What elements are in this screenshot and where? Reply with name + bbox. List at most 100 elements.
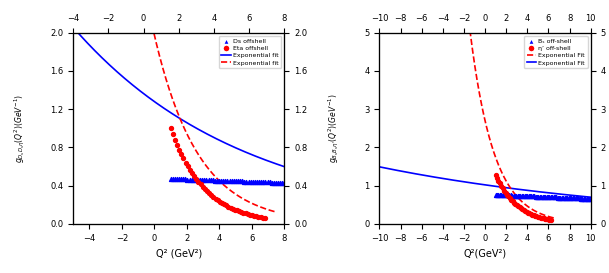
Point: [238, 179, 247, 184]
Point: [217, 201, 227, 205]
Point: [507, 193, 517, 198]
Point: [252, 180, 262, 184]
Point: [222, 203, 231, 207]
Point: [252, 214, 261, 218]
Y-axis label: $g_{B_sB_s\eta^{\prime}}(Q^2)(GeV^{-1})$: $g_{B_sB_s\eta^{\prime}}(Q^2)(GeV^{-1})$: [327, 93, 342, 163]
Point: [233, 179, 243, 183]
Point: [501, 191, 510, 195]
Point: [189, 174, 199, 178]
Point: [579, 197, 589, 201]
Point: [230, 207, 240, 212]
Point: [540, 195, 550, 199]
Point: [174, 147, 184, 152]
Point: [535, 215, 544, 219]
Point: [513, 194, 523, 198]
Point: [185, 168, 195, 172]
Point: [491, 193, 501, 197]
Legend: Bₛ off-shell, η’ off-shell, Exponential Fit, Exponential Fit: Bₛ off-shell, η’ off-shell, Exponential …: [524, 36, 588, 68]
Point: [539, 216, 549, 221]
Point: [256, 180, 266, 184]
Point: [523, 210, 533, 215]
Point: [197, 178, 207, 182]
Point: [525, 194, 535, 198]
Point: [225, 179, 234, 183]
Point: [200, 187, 209, 191]
Point: [212, 178, 222, 183]
Point: [551, 195, 561, 200]
Point: [541, 217, 551, 221]
Point: [195, 178, 205, 182]
Point: [505, 193, 515, 198]
Point: [203, 178, 213, 182]
Point: [583, 197, 593, 201]
Point: [532, 214, 541, 218]
Point: [187, 171, 197, 175]
Point: [194, 180, 203, 184]
Point: [215, 199, 225, 204]
Point: [226, 205, 236, 210]
Point: [239, 179, 249, 184]
Point: [585, 197, 594, 201]
Point: [187, 177, 197, 182]
Point: [518, 207, 527, 212]
Point: [265, 180, 275, 185]
Point: [193, 178, 203, 182]
Point: [546, 195, 555, 199]
Point: [512, 194, 521, 198]
Point: [180, 177, 190, 182]
Point: [571, 196, 580, 200]
Point: [508, 199, 518, 203]
Point: [532, 194, 542, 199]
Point: [498, 193, 507, 197]
Point: [519, 194, 529, 198]
Point: [524, 194, 533, 198]
Point: [170, 138, 180, 142]
Point: [176, 177, 186, 182]
Point: [492, 193, 502, 197]
Point: [566, 196, 576, 200]
Point: [244, 180, 253, 184]
Point: [535, 195, 544, 199]
Point: [277, 181, 287, 185]
Point: [202, 189, 212, 194]
Point: [505, 196, 515, 200]
Point: [189, 177, 199, 182]
Point: [493, 193, 503, 197]
Point: [506, 197, 516, 202]
Point: [166, 126, 175, 130]
Point: [211, 196, 220, 201]
Point: [512, 203, 522, 207]
Point: [529, 194, 539, 199]
Point: [195, 182, 205, 187]
Point: [537, 195, 546, 199]
Point: [247, 213, 257, 217]
Point: [219, 202, 229, 206]
Point: [166, 177, 175, 181]
Point: [271, 180, 281, 185]
Point: [246, 180, 256, 184]
Point: [510, 194, 520, 198]
Point: [542, 195, 552, 199]
Legend: Ds offshell, Eta offshell, Exponential fit, Exponential fit: Ds offshell, Eta offshell, Exponential f…: [219, 36, 281, 68]
Point: [491, 173, 501, 177]
X-axis label: Q²(GeV²): Q²(GeV²): [463, 248, 507, 258]
Point: [172, 177, 182, 181]
Point: [523, 194, 532, 198]
Point: [577, 196, 587, 201]
Point: [553, 195, 563, 200]
Point: [253, 215, 263, 219]
Point: [213, 198, 223, 202]
Point: [530, 194, 540, 199]
Point: [170, 177, 180, 181]
Point: [492, 176, 502, 180]
Point: [499, 193, 509, 197]
Point: [555, 195, 565, 200]
Point: [191, 177, 201, 181]
Point: [219, 179, 228, 183]
Point: [280, 181, 289, 185]
Point: [518, 194, 528, 198]
Point: [503, 193, 513, 198]
Point: [248, 180, 258, 184]
Point: [498, 186, 507, 191]
Point: [546, 218, 555, 222]
